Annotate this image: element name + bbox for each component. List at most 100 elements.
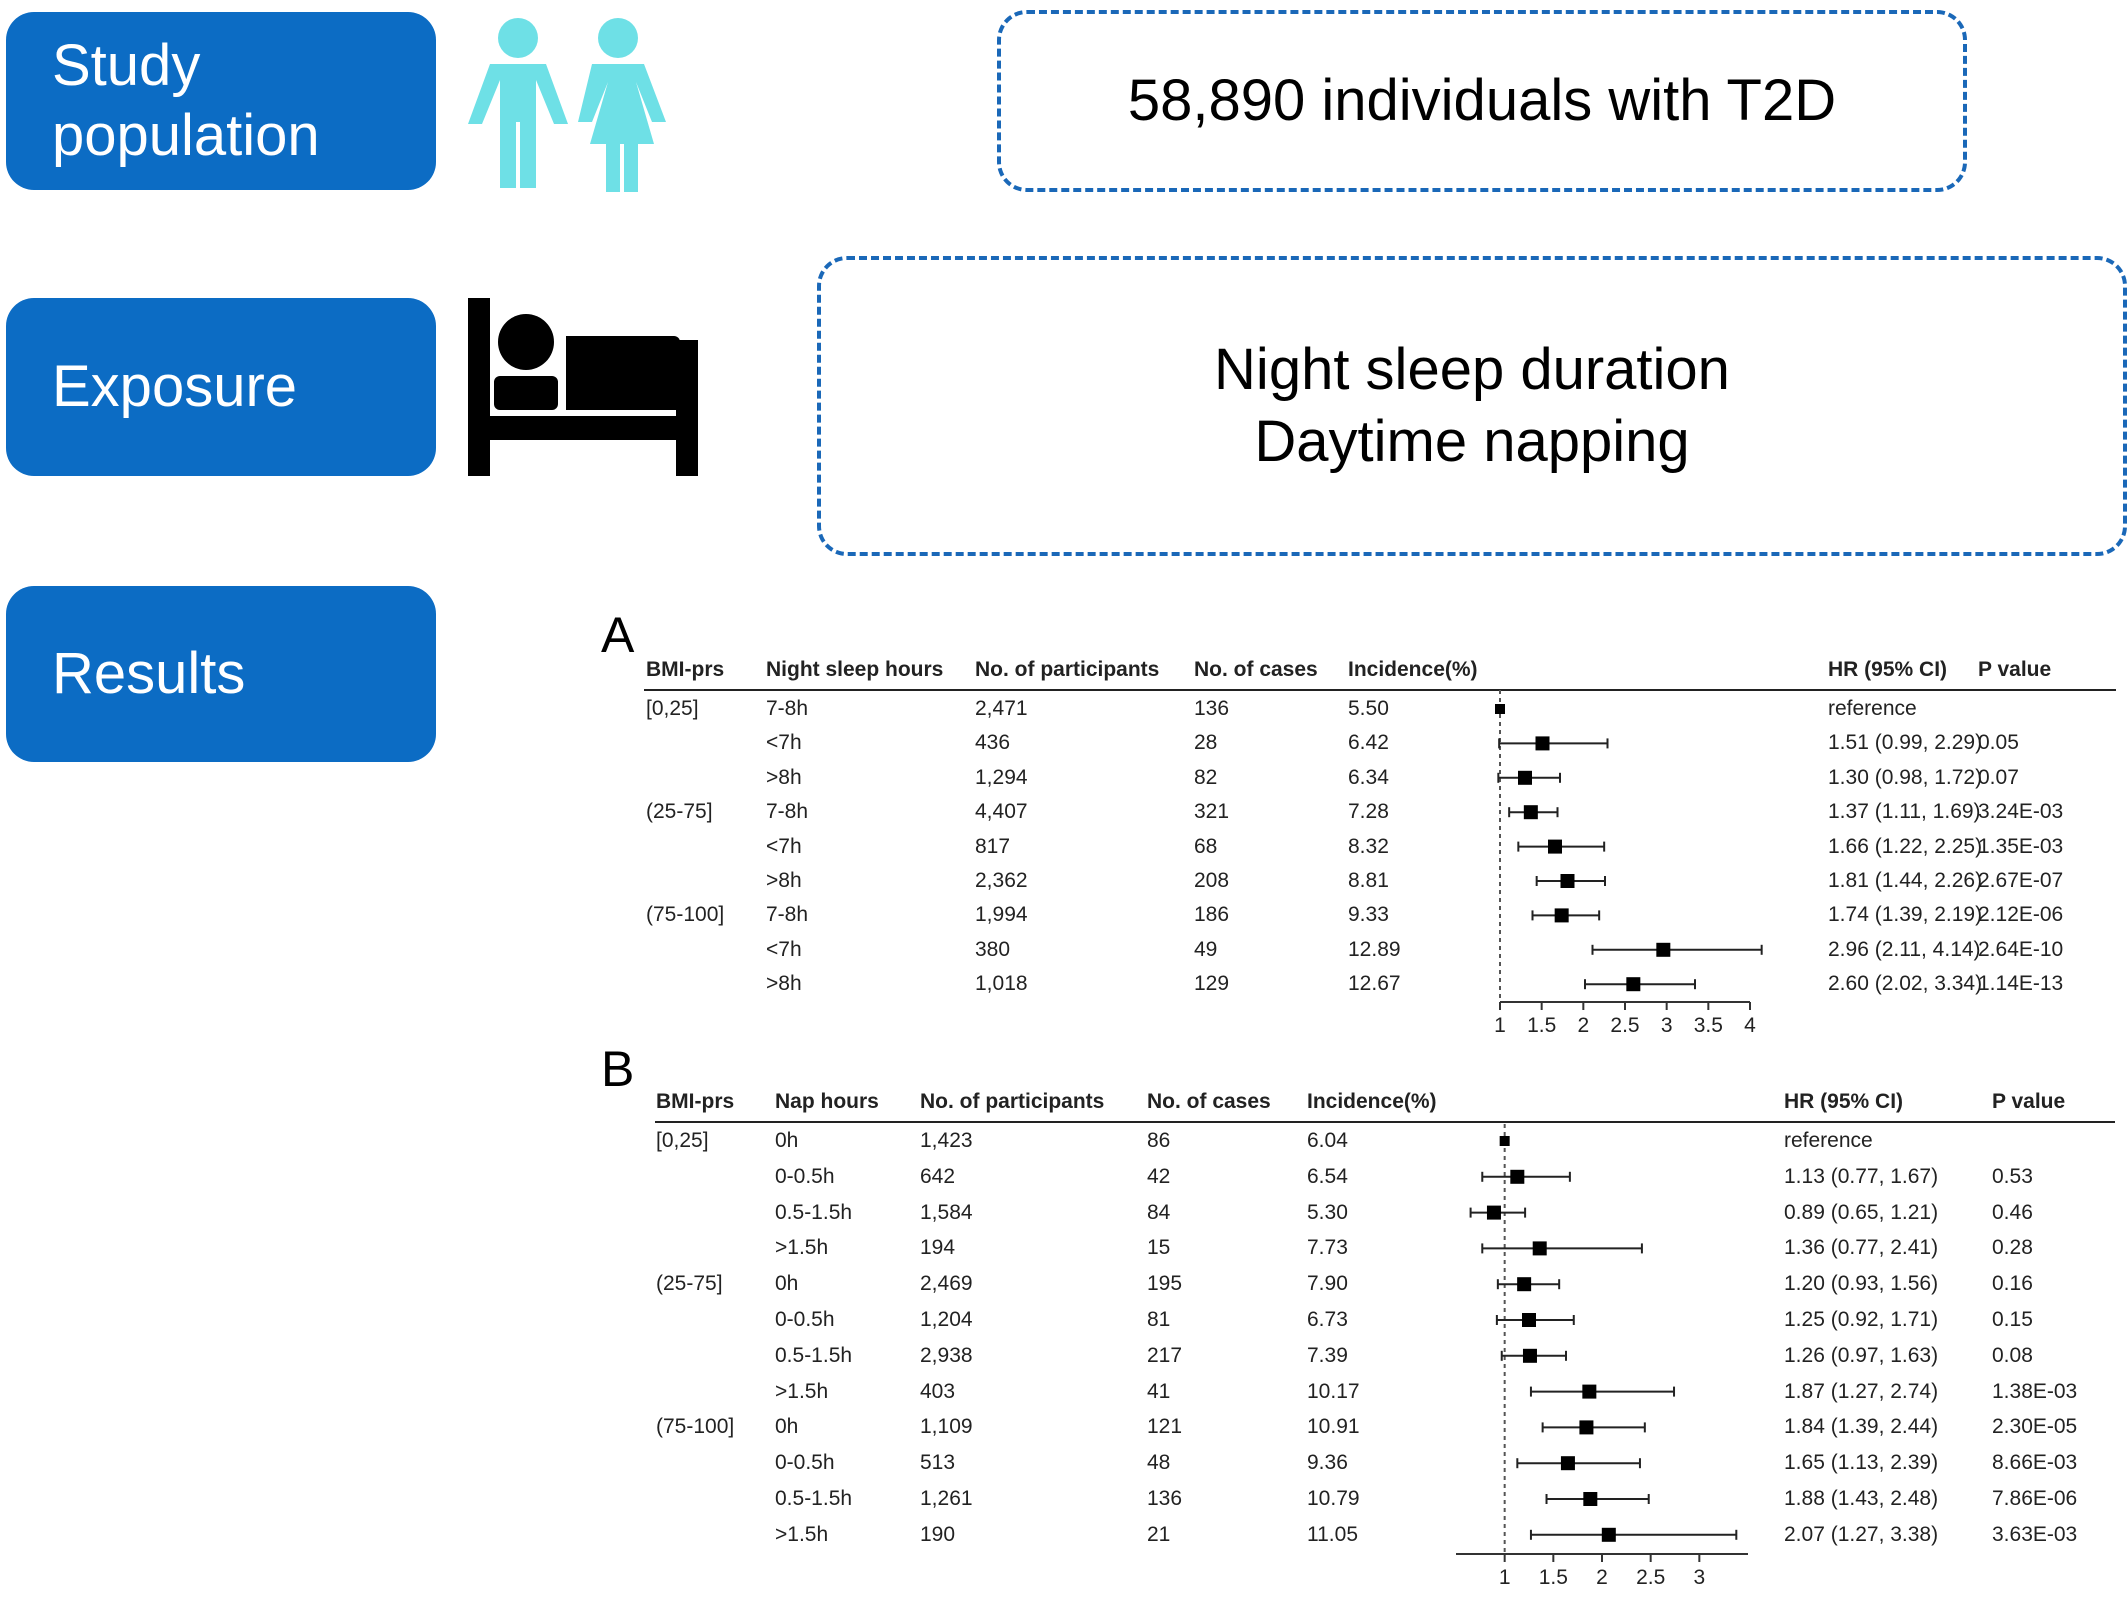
table-cell-level: >1.5h xyxy=(775,1380,828,1404)
exposure-label: Exposure xyxy=(6,298,436,476)
table-cell-p: 0.53 xyxy=(1992,1165,2033,1189)
table-cell-level: >1.5h xyxy=(775,1523,828,1547)
table-cell-level: 7-8h xyxy=(766,697,808,721)
table-cell-group: (25-75] xyxy=(656,1272,723,1296)
table-cell-inc: 11.05 xyxy=(1307,1523,1358,1547)
table-cell-cases: 186 xyxy=(1194,903,1229,927)
column-header: P value xyxy=(1978,658,2051,682)
table-cell-inc: 7.73 xyxy=(1307,1236,1348,1260)
table-cell-group: (25-75] xyxy=(646,800,713,824)
x-tick-label: 2.5 xyxy=(1636,1566,1665,1589)
bed-sleeping-icon xyxy=(468,298,698,476)
hr-point xyxy=(1536,736,1550,750)
table-cell-cases: 49 xyxy=(1194,938,1217,962)
table-cell-inc: 6.73 xyxy=(1307,1308,1348,1332)
table-cell-hr-text: 1.20 (0.93, 1.56) xyxy=(1784,1272,1938,1296)
table-cell-n: 2,471 xyxy=(975,697,1028,721)
table-cell-n: 1,294 xyxy=(975,766,1028,790)
table-cell-cases: 121 xyxy=(1147,1415,1182,1439)
column-header: BMI-prs xyxy=(656,1090,734,1114)
column-header: P value xyxy=(1992,1090,2065,1114)
table-cell-hr-text: 1.66 (1.22, 2.25) xyxy=(1828,835,1982,859)
x-tick-label: 2.5 xyxy=(1610,1014,1639,1037)
header-rule xyxy=(655,1121,2115,1123)
table-cell-hr-text: 1.30 (0.98, 1.72) xyxy=(1828,766,1982,790)
exposure-box: Night sleep duration Daytime napping xyxy=(817,256,2127,556)
x-tick-label: 2 xyxy=(1596,1566,1608,1589)
column-header: No. of cases xyxy=(1194,658,1318,682)
hr-point xyxy=(1579,1420,1593,1434)
hr-point xyxy=(1561,1456,1575,1470)
table-cell-n: 380 xyxy=(975,938,1010,962)
table-cell-inc: 10.91 xyxy=(1307,1415,1360,1439)
table-cell-hr-text: reference xyxy=(1828,697,1917,721)
table-cell-hr-text: 2.60 (2.02, 3.34) xyxy=(1828,972,1982,996)
table-cell-inc: 7.39 xyxy=(1307,1344,1348,1368)
table-cell-n: 190 xyxy=(920,1523,955,1547)
table-cell-hr-text: 1.37 (1.11, 1.69) xyxy=(1828,800,1981,824)
man-woman-icon xyxy=(468,14,668,194)
hr-point xyxy=(1522,1313,1536,1327)
table-cell-level: <7h xyxy=(766,835,802,859)
panel-a-letter: A xyxy=(601,606,634,664)
table-cell-p: 0.28 xyxy=(1992,1236,2033,1260)
table-cell-n: 513 xyxy=(920,1451,955,1475)
table-cell-n: 1,109 xyxy=(920,1415,973,1439)
hr-point xyxy=(1656,943,1670,957)
table-cell-cases: 217 xyxy=(1147,1344,1182,1368)
table-cell-level: 0.5-1.5h xyxy=(775,1344,852,1368)
x-tick-label: 3.5 xyxy=(1694,1014,1723,1037)
hr-point xyxy=(1561,874,1575,888)
column-header: Incidence(%) xyxy=(1307,1090,1437,1114)
table-cell-level: 0.5-1.5h xyxy=(775,1201,852,1225)
table-cell-level: 0h xyxy=(775,1415,798,1439)
table-cell-inc: 6.34 xyxy=(1348,766,1389,790)
hr-point xyxy=(1533,1241,1547,1255)
table-cell-hr-text: reference xyxy=(1784,1129,1873,1153)
table-cell-n: 1,584 xyxy=(920,1201,973,1225)
column-header: No. of participants xyxy=(920,1090,1104,1114)
table-cell-cases: 42 xyxy=(1147,1165,1170,1189)
table-cell-group: [0,25] xyxy=(656,1129,709,1153)
table-cell-p: 1.38E-03 xyxy=(1992,1380,2077,1404)
table-cell-group: [0,25] xyxy=(646,697,699,721)
table-cell-level: 0h xyxy=(775,1129,798,1153)
table-cell-p: 0.16 xyxy=(1992,1272,2033,1296)
x-tick-label: 1.5 xyxy=(1527,1014,1556,1037)
x-tick-label: 4 xyxy=(1744,1014,1756,1037)
table-cell-n: 2,362 xyxy=(975,869,1028,893)
hr-point xyxy=(1602,1528,1616,1542)
table-cell-p: 2.12E-06 xyxy=(1978,903,2063,927)
table-cell-cases: 21 xyxy=(1147,1523,1170,1547)
study-population-line2: population xyxy=(52,101,436,171)
table-cell-p: 0.05 xyxy=(1978,731,2019,755)
column-header: HR (95% CI) xyxy=(1828,658,1947,682)
table-cell-inc: 9.33 xyxy=(1348,903,1389,927)
table-cell-hr-text: 1.25 (0.92, 1.71) xyxy=(1784,1308,1938,1332)
table-cell-level: 0-0.5h xyxy=(775,1308,835,1332)
table-cell-cases: 28 xyxy=(1194,731,1217,755)
table-cell-cases: 129 xyxy=(1194,972,1229,996)
table-cell-n: 1,423 xyxy=(920,1129,973,1153)
table-cell-cases: 82 xyxy=(1194,766,1217,790)
table-cell-p: 7.86E-06 xyxy=(1992,1487,2077,1511)
x-tick-label: 2 xyxy=(1577,1014,1589,1037)
table-cell-inc: 10.79 xyxy=(1307,1487,1360,1511)
study-population-summary: 58,890 individuals with T2D xyxy=(1128,65,1836,138)
table-cell-inc: 6.54 xyxy=(1307,1165,1348,1189)
table-cell-n: 1,994 xyxy=(975,903,1028,927)
hr-point xyxy=(1555,908,1569,922)
column-header: Incidence(%) xyxy=(1348,658,1478,682)
table-cell-p: 2.67E-07 xyxy=(1978,869,2063,893)
table-cell-inc: 10.17 xyxy=(1307,1380,1360,1404)
table-cell-inc: 12.67 xyxy=(1348,972,1401,996)
table-cell-inc: 12.89 xyxy=(1348,938,1401,962)
table-cell-level: 7-8h xyxy=(766,800,808,824)
table-cell-cases: 136 xyxy=(1194,697,1229,721)
column-header: No. of cases xyxy=(1147,1090,1271,1114)
table-cell-hr-text: 1.51 (0.99, 2.29) xyxy=(1828,731,1982,755)
table-cell-inc: 9.36 xyxy=(1307,1451,1348,1475)
table-cell-p: 1.35E-03 xyxy=(1978,835,2063,859)
table-cell-inc: 5.50 xyxy=(1348,697,1389,721)
table-cell-n: 1,261 xyxy=(920,1487,973,1511)
